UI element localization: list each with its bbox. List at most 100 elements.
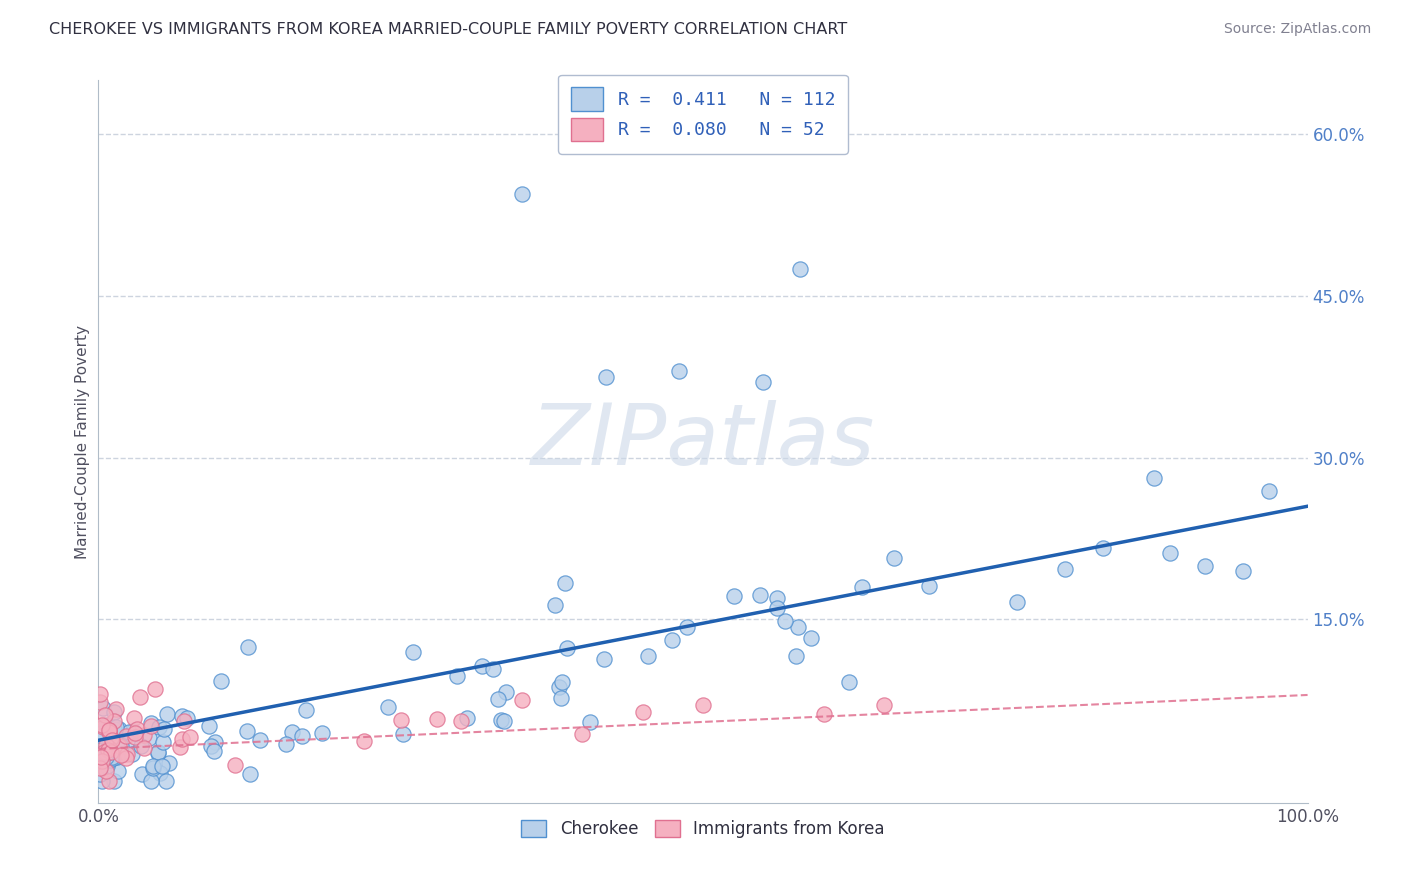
Point xyxy=(578,715,600,730)
Point xyxy=(176,711,198,725)
Point xyxy=(554,575,576,590)
Point xyxy=(773,615,796,629)
Point xyxy=(131,766,153,780)
Point xyxy=(89,767,111,781)
Point xyxy=(98,723,121,737)
Point xyxy=(510,186,533,201)
Point xyxy=(571,727,593,741)
Point xyxy=(173,714,195,728)
Point xyxy=(91,701,114,715)
Point xyxy=(1143,471,1166,485)
Point xyxy=(1159,546,1181,560)
Point xyxy=(209,674,232,689)
Point xyxy=(631,705,654,719)
Point xyxy=(813,706,835,721)
Point xyxy=(139,773,162,788)
Point xyxy=(274,738,297,752)
Point xyxy=(786,620,808,634)
Point xyxy=(89,687,111,701)
Point xyxy=(105,702,128,716)
Point xyxy=(157,756,180,770)
Point xyxy=(148,766,170,780)
Point xyxy=(456,711,478,725)
Point xyxy=(156,706,179,721)
Point xyxy=(851,580,873,594)
Point xyxy=(97,743,120,757)
Point xyxy=(94,764,117,779)
Point xyxy=(785,648,807,663)
Point xyxy=(291,730,314,744)
Point xyxy=(676,620,699,634)
Point xyxy=(90,725,112,739)
Text: CHEROKEE VS IMMIGRANTS FROM KOREA MARRIED-COUPLE FAMILY POVERTY CORRELATION CHAR: CHEROKEE VS IMMIGRANTS FROM KOREA MARRIE… xyxy=(49,22,848,37)
Point xyxy=(110,748,132,763)
Point xyxy=(124,711,146,725)
Point xyxy=(155,774,177,789)
Point xyxy=(129,690,152,705)
Point xyxy=(98,774,121,789)
Point xyxy=(115,747,138,761)
Point xyxy=(148,720,170,734)
Point xyxy=(118,724,141,739)
Point xyxy=(104,728,127,742)
Point xyxy=(121,724,143,739)
Point xyxy=(91,747,114,761)
Point xyxy=(103,722,125,736)
Point xyxy=(152,735,174,749)
Point xyxy=(550,691,572,706)
Point xyxy=(1258,483,1281,498)
Point xyxy=(236,724,259,739)
Legend: Cherokee, Immigrants from Korea: Cherokee, Immigrants from Korea xyxy=(515,814,891,845)
Point xyxy=(446,668,468,682)
Point xyxy=(749,588,772,602)
Point xyxy=(91,774,114,789)
Point xyxy=(766,601,789,615)
Point xyxy=(1194,559,1216,574)
Point xyxy=(200,739,222,754)
Point xyxy=(104,720,127,734)
Point xyxy=(138,731,160,745)
Point xyxy=(1092,541,1115,556)
Point xyxy=(692,698,714,713)
Point xyxy=(482,662,505,676)
Text: ZIPatlas: ZIPatlas xyxy=(531,400,875,483)
Point xyxy=(353,733,375,747)
Point xyxy=(94,707,117,722)
Point xyxy=(1005,595,1028,609)
Point xyxy=(96,750,118,764)
Point xyxy=(121,747,143,762)
Point xyxy=(551,675,574,690)
Point xyxy=(918,579,941,593)
Point xyxy=(637,648,659,663)
Point xyxy=(96,747,118,761)
Point xyxy=(883,550,905,565)
Point xyxy=(661,633,683,648)
Point xyxy=(91,718,114,732)
Point xyxy=(103,714,125,729)
Point xyxy=(142,759,165,773)
Point xyxy=(143,682,166,697)
Point xyxy=(127,723,149,737)
Point xyxy=(377,700,399,714)
Point xyxy=(98,724,121,739)
Point xyxy=(198,719,221,733)
Point xyxy=(668,364,690,378)
Point xyxy=(238,767,260,781)
Point xyxy=(124,726,146,740)
Point xyxy=(492,714,515,729)
Point xyxy=(141,719,163,733)
Point xyxy=(101,750,124,764)
Point xyxy=(139,715,162,730)
Point xyxy=(548,680,571,694)
Point xyxy=(110,739,132,753)
Point xyxy=(238,640,260,655)
Point xyxy=(169,739,191,754)
Point xyxy=(107,723,129,737)
Point xyxy=(93,745,115,759)
Point xyxy=(115,729,138,743)
Point xyxy=(89,761,111,775)
Text: Source: ZipAtlas.com: Source: ZipAtlas.com xyxy=(1223,22,1371,37)
Point xyxy=(543,599,565,613)
Point xyxy=(101,747,124,762)
Point xyxy=(800,631,823,645)
